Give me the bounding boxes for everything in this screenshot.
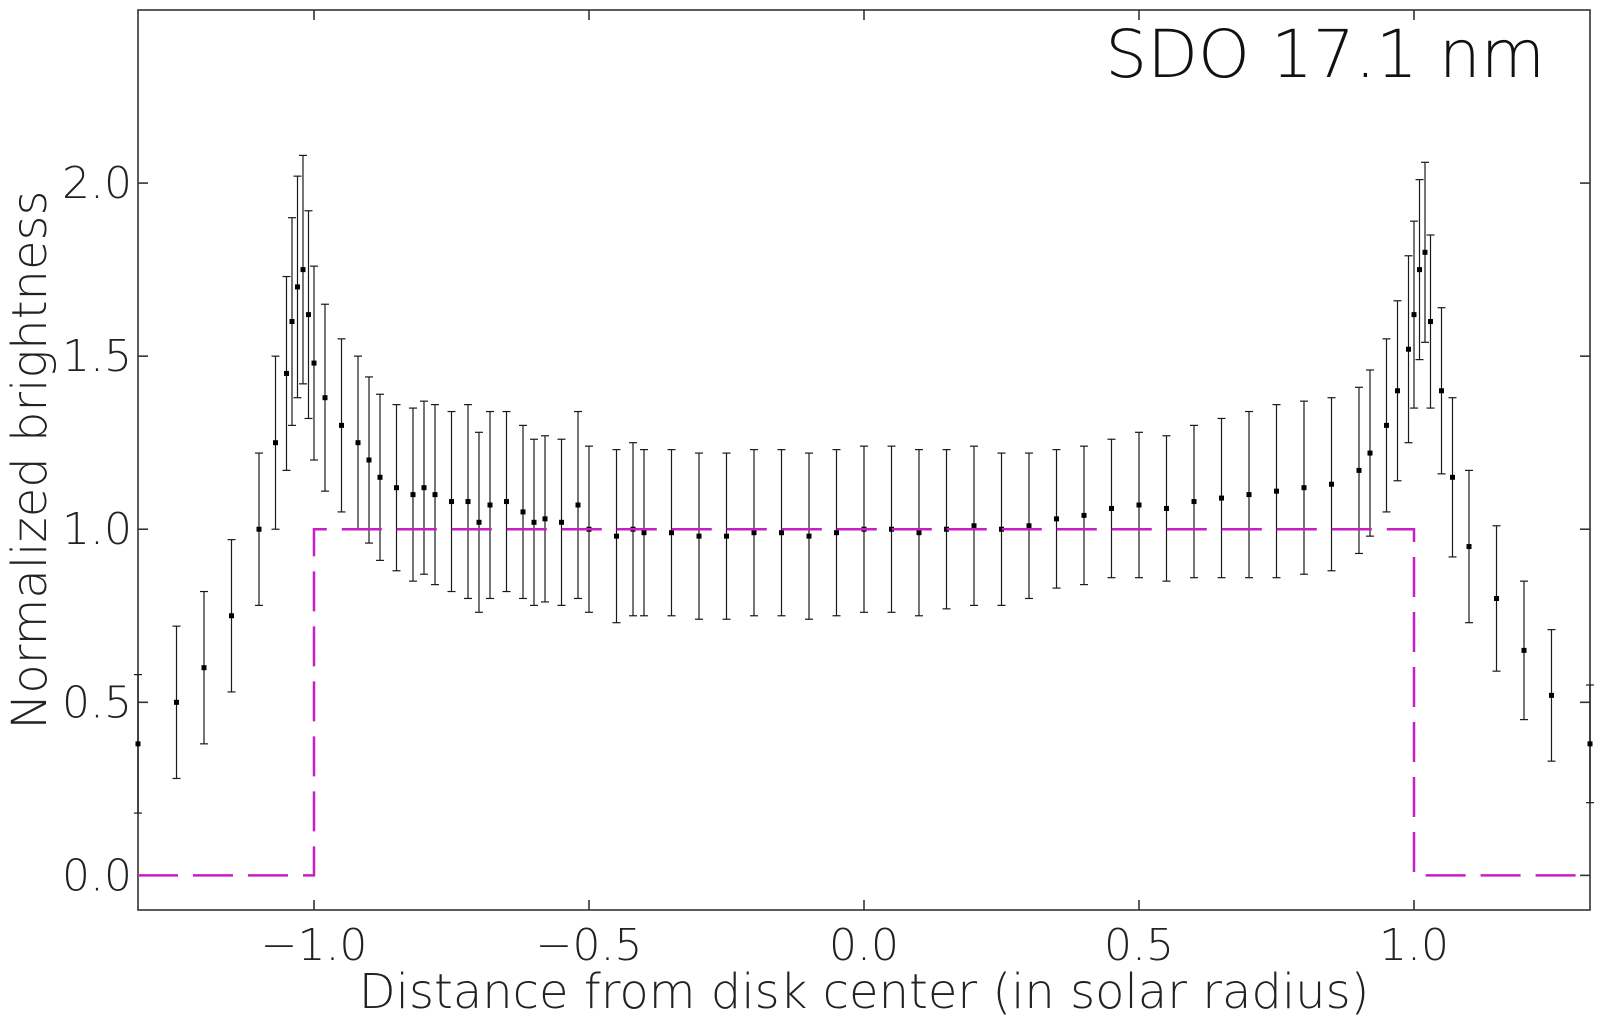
data-point [1384,422,1389,428]
data-point [806,533,812,539]
data-point [1026,523,1032,529]
data-point [999,526,1004,532]
data-point [1439,388,1444,394]
data-point [1521,647,1527,653]
x-tick-label: 1.0 [1379,920,1449,971]
data-point [476,519,482,525]
error-bars [134,154,1594,814]
data-point [311,360,317,366]
data-point [1054,516,1059,522]
y-tick-label: 1.5 [62,331,132,382]
data-point [1191,499,1197,505]
data-point [1081,512,1087,518]
x-ticks: −1.0 −0.5 0.0 0.5 1.0 [261,10,1449,971]
data-point [889,526,894,532]
data-point [1587,741,1593,747]
x-tick-label: 0.5 [1104,920,1174,971]
data-point [449,499,454,505]
data-point [1549,692,1554,698]
data-point [531,519,537,525]
y-tick-label: 0.0 [62,850,132,901]
data-point [751,530,757,536]
data-point [256,526,262,532]
data-point [366,457,372,463]
data-point [696,533,702,539]
data-point [1301,485,1307,491]
data-point [306,312,311,318]
y-tick-label: 1.0 [62,504,132,555]
data-point [1494,595,1499,601]
data-point [410,492,416,498]
data-point [614,533,619,539]
data-point [487,502,493,508]
data-point [834,530,839,536]
data-point [355,440,361,446]
y-axis-label: Normalized brightness [2,190,58,729]
x-tick-label: 0.0 [829,920,899,971]
data-point [575,502,581,508]
data-point [1395,388,1400,394]
data-point [322,395,328,401]
data-point [1466,544,1472,550]
data-point [559,519,564,525]
data-point [1219,495,1224,501]
data-point [1356,467,1362,473]
data-point [421,485,427,491]
data-point [339,422,344,428]
data-point [669,530,674,536]
model-step-line [138,527,1590,877]
data-point [1422,249,1428,255]
data-point [1411,312,1417,318]
x-axis-label: Distance from disk center (in solar radi… [359,964,1370,1020]
data-point [394,485,399,491]
data-point [1367,450,1373,456]
data-point [135,741,141,747]
data-point [1164,505,1169,511]
y-tick-label: 0.5 [62,677,132,728]
data-point [174,699,179,705]
data-point [377,474,383,480]
data-point [1417,267,1422,273]
data-point [779,530,784,536]
data-point [289,319,295,325]
data-point [1428,319,1433,325]
data-point [944,526,949,532]
data-point [1450,474,1455,480]
data-point [971,523,977,529]
data-point [465,499,471,505]
data-point [504,499,509,505]
data-point [273,440,278,446]
data-point [916,530,922,536]
data-point [1274,488,1279,494]
data-point [724,533,729,539]
x-tick-label: −0.5 [536,920,643,971]
data-point [641,530,647,536]
data-point [1136,502,1142,508]
y-ticks: 0.0 0.5 1.0 1.5 2.0 [62,158,1590,901]
chart-title: SDO 17.1 nm [1105,16,1545,93]
x-tick-label: −1.0 [261,920,368,971]
data-point [1406,346,1411,352]
data-point [229,613,234,619]
data-point [1246,492,1252,498]
y-tick-label: 2.0 [62,158,132,209]
data-point [295,284,300,290]
data-point [520,509,526,515]
data-point [201,665,207,671]
data-point [542,516,548,522]
data-point [300,267,306,273]
data-point [432,492,438,498]
data-point [1329,481,1334,487]
data-point [284,370,289,376]
data-point [1109,505,1114,511]
